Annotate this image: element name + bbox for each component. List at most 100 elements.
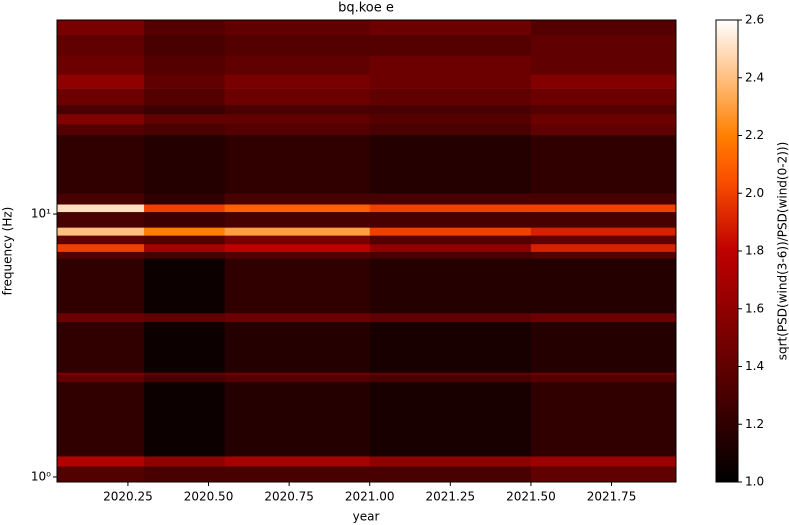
heat-cell bbox=[530, 258, 677, 314]
heat-cell bbox=[224, 466, 371, 483]
heat-cell bbox=[224, 313, 371, 322]
heat-cell bbox=[224, 258, 371, 314]
heat-cell bbox=[57, 235, 145, 245]
heat-cell bbox=[57, 456, 145, 467]
heat-cell bbox=[224, 321, 371, 373]
heat-cell bbox=[369, 381, 532, 457]
heat-cell bbox=[224, 20, 371, 36]
x-tick-label: 2021.50 bbox=[506, 490, 556, 504]
heat-cell bbox=[144, 88, 226, 106]
heat-cell bbox=[224, 456, 371, 467]
heat-cell bbox=[224, 55, 371, 75]
y-tick-label: 10⁰ bbox=[31, 469, 51, 483]
heat-cell bbox=[224, 374, 371, 383]
colorbar-tick-label: 1.2 bbox=[745, 417, 764, 431]
colorbar-tick-label: 1.0 bbox=[745, 475, 764, 489]
heat-cell bbox=[369, 243, 532, 252]
heat-cell bbox=[530, 104, 677, 115]
heat-cell bbox=[530, 251, 677, 259]
heat-cell bbox=[530, 321, 677, 373]
colorbar-tick-label: 2.0 bbox=[745, 186, 764, 200]
heat-cell bbox=[530, 372, 677, 375]
heat-cell bbox=[144, 211, 226, 228]
heat-cell bbox=[57, 466, 145, 483]
heat-cell bbox=[369, 372, 532, 375]
heat-cell bbox=[369, 321, 532, 373]
heat-cell bbox=[530, 20, 677, 36]
heat-cell bbox=[369, 124, 532, 136]
x-tick-label: 2021.00 bbox=[345, 490, 395, 504]
heat-cell bbox=[530, 193, 677, 205]
heat-cell bbox=[144, 372, 226, 375]
heat-cell bbox=[224, 243, 371, 252]
heat-cell bbox=[224, 74, 371, 89]
heat-cell bbox=[224, 193, 371, 205]
heat-cell bbox=[57, 124, 145, 136]
heat-cell bbox=[57, 20, 145, 36]
heat-cell bbox=[224, 134, 371, 194]
heat-cell bbox=[224, 114, 371, 125]
heat-cell bbox=[144, 235, 226, 245]
heat-cell bbox=[224, 211, 371, 228]
heat-cell bbox=[530, 313, 677, 322]
heat-cell bbox=[144, 243, 226, 252]
y-axis-label: frequency (Hz) bbox=[1, 207, 15, 296]
heat-cell bbox=[530, 466, 677, 483]
colorbar-tick-label: 2.2 bbox=[745, 128, 764, 142]
heat-cell bbox=[224, 124, 371, 136]
heat-cell bbox=[530, 74, 677, 89]
heat-cell bbox=[57, 227, 145, 236]
heat-cell bbox=[369, 235, 532, 245]
heat-cell bbox=[57, 104, 145, 115]
heat-cell bbox=[144, 251, 226, 259]
heat-cell bbox=[144, 34, 226, 57]
colorbar-tick-label: 2.4 bbox=[745, 70, 764, 84]
heat-cell bbox=[224, 204, 371, 213]
heat-cell bbox=[144, 204, 226, 213]
heat-cell bbox=[369, 55, 532, 75]
x-tick-label: 2020.25 bbox=[103, 490, 153, 504]
heat-cell bbox=[57, 204, 145, 213]
heat-cell bbox=[57, 193, 145, 205]
heat-cell bbox=[57, 114, 145, 125]
heat-cell bbox=[224, 104, 371, 115]
plot-frame bbox=[56, 19, 677, 483]
colorbar-label: sqrt(PSD(wind(3-6))/PSD(wind(0-2))) bbox=[776, 142, 789, 361]
heat-cell bbox=[224, 381, 371, 457]
heat-cell bbox=[530, 227, 677, 236]
heat-cell bbox=[369, 74, 532, 89]
heat-cell bbox=[144, 466, 226, 483]
heat-cell bbox=[530, 243, 677, 252]
heat-cell bbox=[224, 235, 371, 245]
heat-cell bbox=[224, 372, 371, 375]
heat-cell bbox=[57, 258, 145, 314]
heat-cell bbox=[224, 34, 371, 57]
heat-cell bbox=[530, 88, 677, 106]
heat-cell bbox=[144, 381, 226, 457]
heat-cell bbox=[369, 258, 532, 314]
heat-cell bbox=[57, 372, 145, 375]
heat-cell bbox=[369, 251, 532, 259]
heat-cell bbox=[369, 466, 532, 483]
y-tick-label: 10¹ bbox=[31, 207, 51, 221]
heat-cell bbox=[224, 227, 371, 236]
heat-cell bbox=[530, 124, 677, 136]
heat-cell bbox=[57, 134, 145, 194]
heat-cell bbox=[144, 321, 226, 373]
x-tick-label: 2021.75 bbox=[587, 490, 637, 504]
heat-cell bbox=[530, 55, 677, 75]
chart-title: bq.koe e bbox=[338, 1, 394, 16]
heat-cell bbox=[530, 381, 677, 457]
colorbar-tick-label: 1.6 bbox=[745, 301, 764, 315]
heat-cell bbox=[530, 211, 677, 228]
heat-cell bbox=[144, 124, 226, 136]
heat-cell bbox=[57, 381, 145, 457]
heat-cell bbox=[57, 88, 145, 106]
colorbar-tick-label: 1.4 bbox=[745, 359, 764, 373]
heat-cell bbox=[369, 193, 532, 205]
heat-cell bbox=[530, 114, 677, 125]
heat-cell bbox=[369, 204, 532, 213]
heat-cell bbox=[369, 114, 532, 125]
heat-cell bbox=[530, 34, 677, 57]
